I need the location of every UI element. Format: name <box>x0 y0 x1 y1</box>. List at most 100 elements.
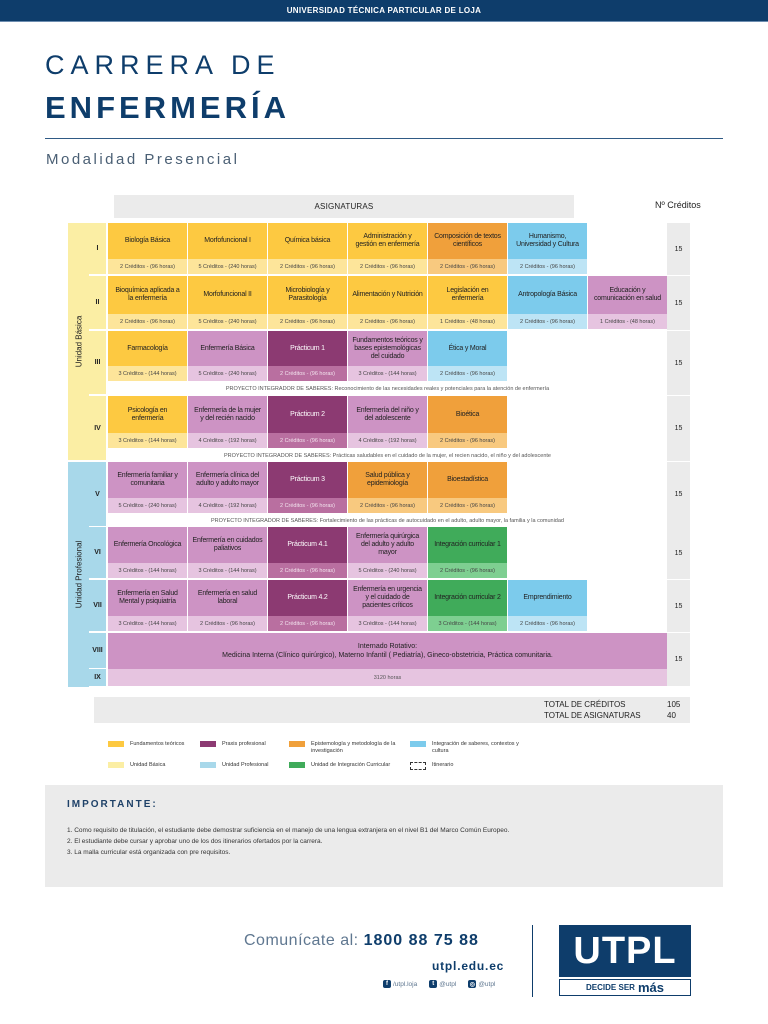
website-link[interactable]: utpl.edu.ec <box>432 959 505 973</box>
total-credits-value: 105 <box>667 700 681 709</box>
legend-swatch-icon <box>108 762 124 768</box>
social-links: f/utpl.loja t @utpl ◎ @utpl <box>383 980 495 988</box>
subject-name: Integración curricular 1 <box>428 527 507 563</box>
legend-label: Integración de saberes, contextos y cult… <box>432 741 519 754</box>
subject-name: Enfermería clínica del adulto y adulto m… <box>188 462 267 498</box>
logo-tagline: DECIDE SER más <box>559 979 691 996</box>
instagram-icon: ◎ <box>468 980 477 988</box>
subject-credits: 5 Créditos - (240 horas) <box>188 314 267 329</box>
legend-item: Unidad Básica <box>108 762 198 769</box>
subject-cell: Enfermería clínica del adulto y adulto m… <box>188 462 267 513</box>
facebook-link[interactable]: f/utpl.loja <box>383 980 417 988</box>
internship-cell: Internado Rotativo: Medicina Interna (Cl… <box>108 633 667 669</box>
subject-cell: Enfermería de la mujer y del recién naci… <box>188 396 267 448</box>
subject-credits: 1 Créditos - (48 horas) <box>428 314 507 329</box>
utpl-logo: UTPL DECIDE SER más <box>559 925 691 997</box>
subject-name: Morfofuncional I <box>188 223 267 259</box>
legend-label: Epistemología y metodología de la invest… <box>311 741 396 754</box>
level-credits: 15 <box>667 462 690 528</box>
subject-name: Enfermería en cuidados paliativos <box>188 527 267 563</box>
subject-name: Prácticum 4.2 <box>268 580 347 616</box>
legend-item: Itinerario <box>410 762 530 770</box>
level-label: III <box>89 331 106 394</box>
subject-credits: 4 Créditos - (192 horas) <box>348 433 427 448</box>
subject-credits: 2 Créditos - (96 horas) <box>268 433 347 448</box>
level-credits: 15 <box>667 276 690 331</box>
important-title: IMPORTANTE: <box>67 799 158 810</box>
subject-credits: 3 Créditos - (144 horas) <box>108 366 187 381</box>
subject-cell: Educación y comunicación en salud 1 Crédi… <box>588 276 667 329</box>
subject-credits: 2 Créditos - (96 horas) <box>268 314 347 329</box>
internship-title: Internado Rotativo: <box>357 643 418 650</box>
subject-credits: 2 Créditos - (96 horas) <box>508 314 587 329</box>
level-label: IV <box>89 396 106 460</box>
subject-cell: Bioquímica aplicada a la enfermería 2 Cré… <box>108 276 187 329</box>
subject-credits: 3 Créditos - (144 horas) <box>108 563 187 578</box>
legend-swatch-icon <box>410 762 426 770</box>
subject-cell: Química básica 2 Créditos - (96 horas) <box>268 223 347 274</box>
important-item: 1. Como requisito de titulación, el estu… <box>67 827 510 834</box>
subject-name: Ética y Moral <box>428 331 507 366</box>
subject-credits: 4 Créditos - (192 horas) <box>188 498 267 513</box>
subject-cell: Microbiología y Parasitología 2 Créditos … <box>268 276 347 329</box>
subject-cell: Emprendimiento 2 Créditos - (96 horas) <box>508 580 587 631</box>
legend-label: Itinerario <box>432 762 454 768</box>
subject-credits: 2 Créditos - (96 horas) <box>268 616 347 631</box>
subject-name: Administración y gestión en enfermería <box>348 223 427 259</box>
subject-cell: Morfofuncional II 5 Créditos - (240 horas… <box>188 276 267 329</box>
subject-name: Composición de textos científicos <box>428 223 507 259</box>
subject-credits: 5 Créditos - (240 horas) <box>188 259 267 274</box>
instagram-link[interactable]: ◎ @utpl <box>468 980 496 988</box>
facebook-icon: f <box>383 980 391 988</box>
subject-name: Legislación en enfermería <box>428 276 507 314</box>
subject-cell: Composición de textos científicos 2 Crédi… <box>428 223 507 274</box>
legend-label: Unidad Profesional <box>222 762 269 768</box>
subject-name: Enfermería de la mujer y del recién naci… <box>188 396 267 433</box>
subject-name: Humanismo, Universidad y Cultura <box>508 223 587 259</box>
legend-item: Integración de saberes, contextos y cult… <box>410 741 530 755</box>
legend-item: Fundamentos teóricos <box>108 741 198 748</box>
legend-label: Unidad de Integración Curricular <box>311 762 391 768</box>
subject-name: Biología Básica <box>108 223 187 259</box>
subject-cell: Enfermería en Salud Mental y psiquiatría… <box>108 580 187 631</box>
subjects-header: ASIGNATURAS <box>114 195 574 218</box>
subject-credits: 5 Créditos - (240 horas) <box>348 563 427 578</box>
subject-cell: Enfermería quirúrgica del adulto y adult… <box>348 527 427 578</box>
subject-name: Enfermería quirúrgica del adulto y adult… <box>348 527 427 563</box>
legend-label: Fundamentos teóricos <box>130 741 185 747</box>
subject-credits: 1 Créditos - (48 horas) <box>588 314 667 329</box>
subject-name: Prácticum 2 <box>268 396 347 433</box>
subject-name: Enfermería familiar y comunitaria <box>108 462 187 498</box>
level-label: VI <box>89 527 106 578</box>
subject-name: Enfermería Básica <box>188 331 267 366</box>
twitter-link[interactable]: t @utpl <box>429 980 456 988</box>
subject-name: Microbiología y Parasitología <box>268 276 347 314</box>
logo-wordmark: UTPL <box>559 925 691 977</box>
subject-name: Bioética <box>428 396 507 433</box>
subject-credits: 2 Créditos - (96 horas) <box>108 259 187 274</box>
subject-credits: 2 Créditos - (96 horas) <box>508 616 587 631</box>
total-subjects-value: 40 <box>667 711 676 720</box>
subject-name: Enfermería en urgencia y el cuidado de p… <box>348 580 427 616</box>
subject-credits: 2 Créditos - (96 horas) <box>188 616 267 631</box>
subject-credits: 2 Créditos - (96 horas) <box>108 314 187 329</box>
subject-name: Bioquímica aplicada a la enfermería <box>108 276 187 314</box>
level-credits: 15 <box>667 580 690 633</box>
level-label: VII <box>89 580 106 631</box>
subject-name: Enfermería en salud laboral <box>188 580 267 616</box>
title-divider <box>45 138 723 139</box>
subject-cell: Fundamentos teóricos y bases epistemológ… <box>348 331 427 381</box>
internship-description: Medicina Interna (Clínico quirúrgico), M… <box>222 652 553 659</box>
subject-cell: Legislación en enfermería 1 Créditos - (4… <box>428 276 507 329</box>
level-label: V <box>89 462 106 526</box>
legend-label: Praxis profesional <box>222 741 266 747</box>
phone-number[interactable]: 1800 88 75 88 <box>363 932 479 949</box>
contact-line: Comunícate al: 1800 88 75 88 <box>244 932 479 949</box>
subject-credits: 2 Créditos - (96 horas) <box>348 498 427 513</box>
subject-credits: 2 Créditos - (96 horas) <box>348 314 427 329</box>
subject-name: Enfermería Oncológica <box>108 527 187 563</box>
subject-credits: 2 Créditos - (96 horas) <box>428 498 507 513</box>
